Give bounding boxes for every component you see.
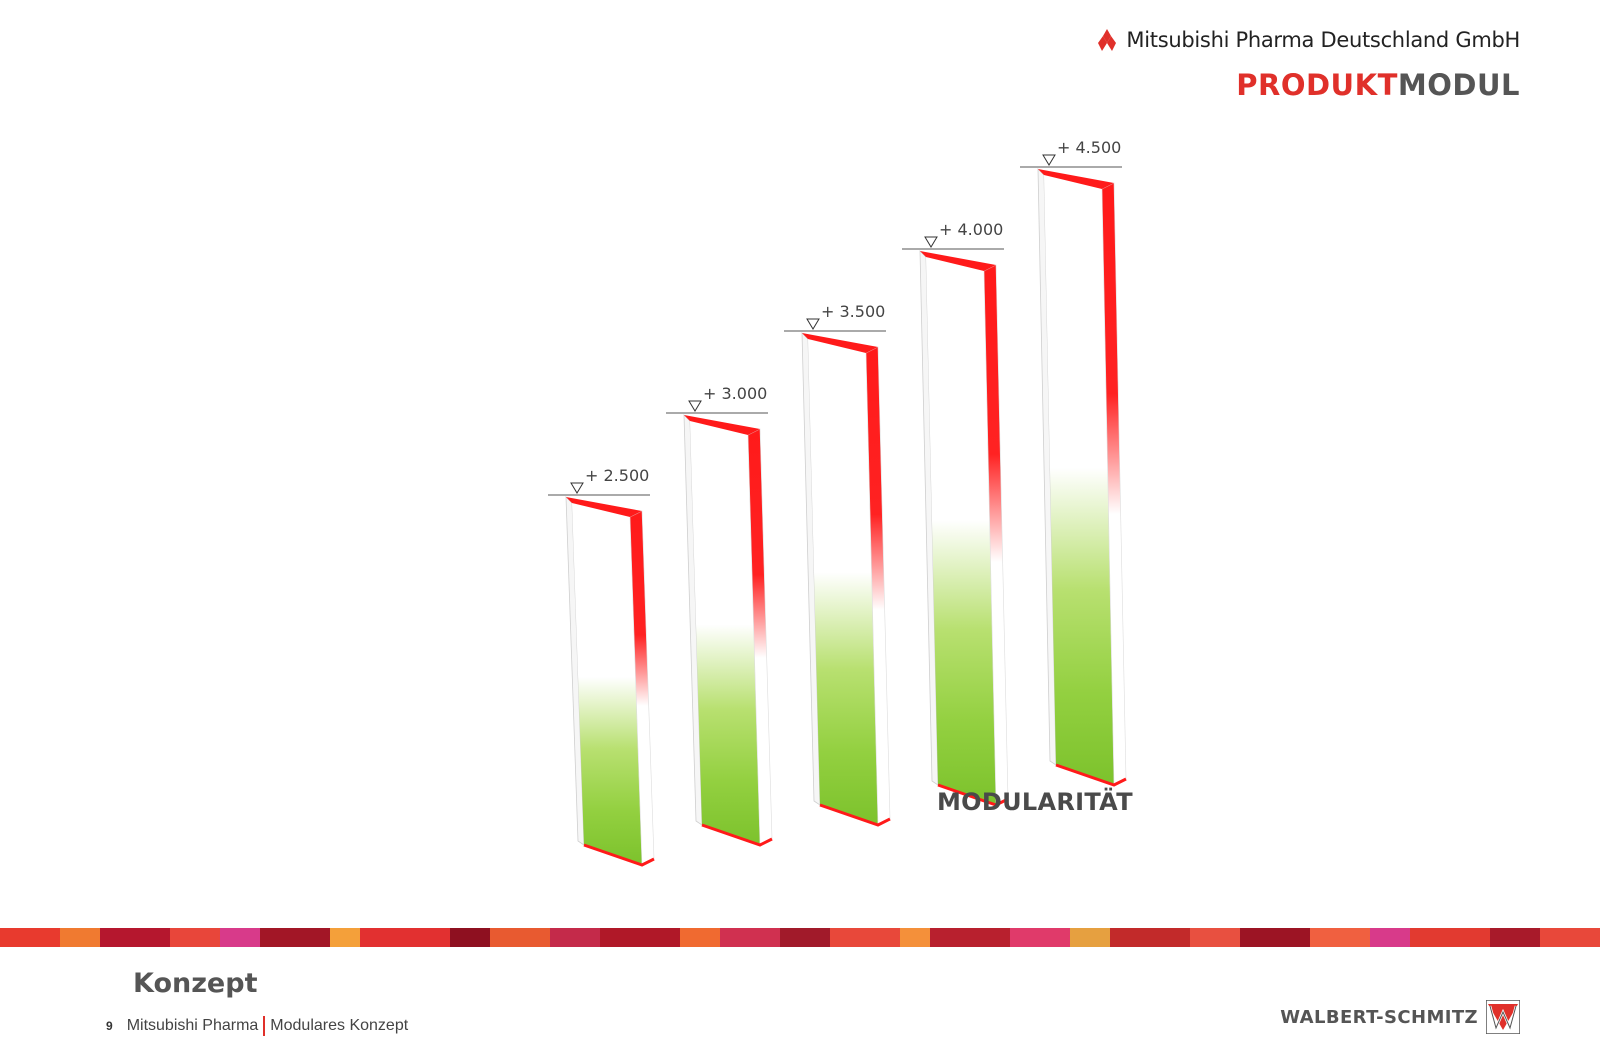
level-marker-icon <box>1042 154 1056 166</box>
panel-3: + 3.500 <box>784 302 891 827</box>
panel-4: + 4.000 <box>902 220 1009 807</box>
level-marker-icon <box>688 400 702 412</box>
modularity-caption: MODULARITÄT <box>937 788 1133 816</box>
page-number: 9 <box>106 1019 113 1033</box>
level-label: + 2.500 <box>585 466 649 485</box>
panel-face <box>572 503 642 865</box>
panel-2: + 3.000 <box>666 384 773 847</box>
panel-face <box>808 339 878 825</box>
product-title-part1: PRODUKT <box>1236 68 1398 102</box>
company-name: Mitsubishi Pharma Deutschland GmbH <box>1126 28 1520 52</box>
footer-breadcrumb: 9 Mitsubishi Pharma Modulares Konzept <box>106 1016 408 1036</box>
section-title: Konzept <box>133 968 258 999</box>
product-title-part2: MODUL <box>1397 68 1520 102</box>
level-marker-icon <box>570 482 584 494</box>
panel-face <box>926 257 996 805</box>
company-line: Mitsubishi Pharma Deutschland GmbH <box>1094 28 1520 52</box>
panel-face <box>690 421 760 845</box>
level-label: + 3.000 <box>703 384 767 403</box>
level-marker-icon <box>924 236 938 248</box>
brand-name: WALBERT-SCHMITZ <box>1280 1006 1478 1028</box>
panel-5: + 4.500 <box>1020 138 1127 787</box>
panel-face <box>1044 175 1114 785</box>
walbert-schmitz-logo <box>1486 1000 1520 1034</box>
mitsubishi-diamonds-logo <box>1098 29 1117 51</box>
panel-1: + 2.500 <box>548 466 655 867</box>
decorative-color-band <box>0 928 1600 947</box>
breadcrumb-right: Modulares Konzept <box>270 1017 409 1034</box>
level-marker-icon <box>806 318 820 330</box>
product-title: PRODUKTMODUL <box>1094 68 1520 102</box>
header: Mitsubishi Pharma Deutschland GmbH PRODU… <box>1094 28 1520 102</box>
level-label: + 3.500 <box>821 302 885 321</box>
breadcrumb-left: Mitsubishi Pharma <box>126 1017 259 1034</box>
breadcrumb-separator <box>263 1016 266 1036</box>
walbert-schmitz-brand: WALBERT-SCHMITZ <box>1280 1000 1520 1034</box>
level-label: + 4.500 <box>1057 138 1121 157</box>
modular-panels-illustration: + 2.500 + 3.000 + 3.500 + 4.000 + 4.500 <box>548 138 1127 867</box>
level-label: + 4.000 <box>939 220 1003 239</box>
